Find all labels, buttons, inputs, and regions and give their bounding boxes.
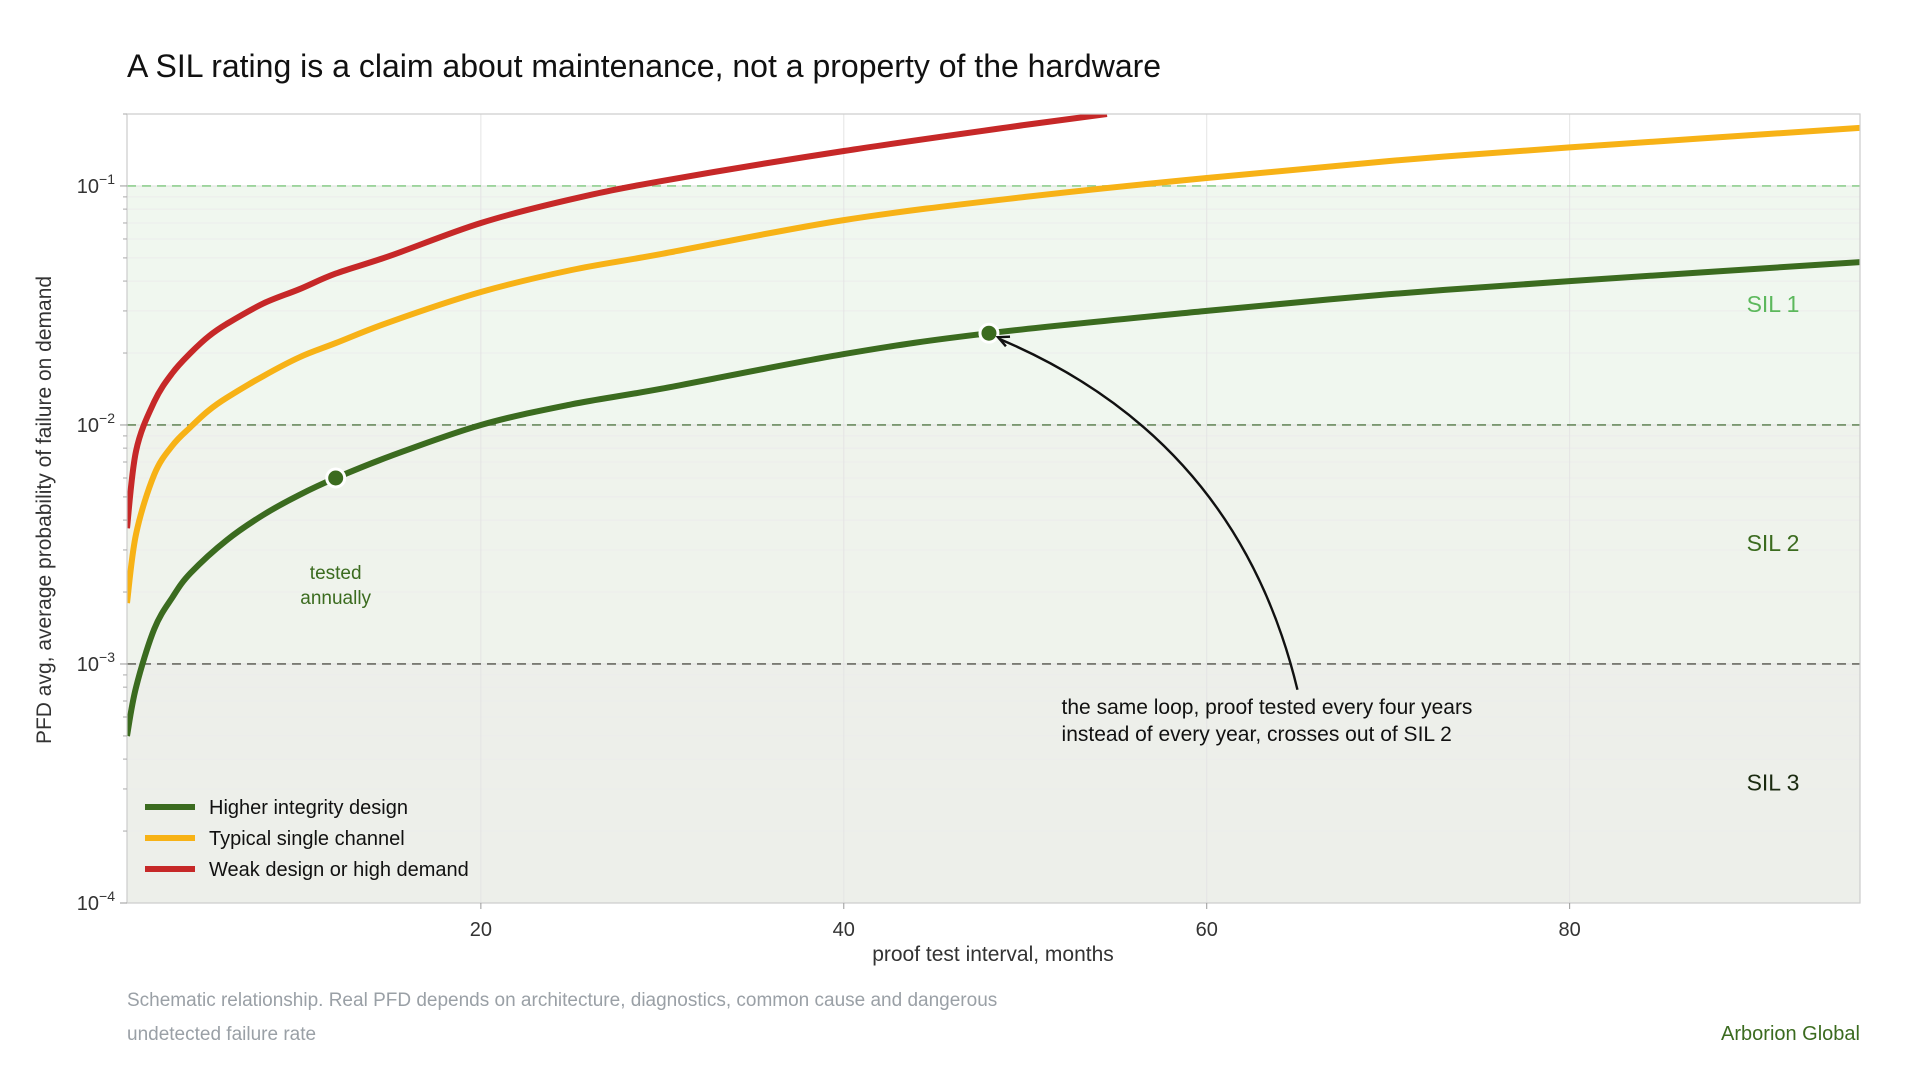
- legend-label: Higher integrity design: [209, 797, 408, 819]
- y-tick-label: 10−4: [77, 888, 115, 915]
- sil-band-3: [127, 663, 1860, 903]
- y-tick-label: 10−1: [77, 171, 115, 198]
- sil-thresholds: SIL 1 SIL 2 SIL 3: [127, 185, 1860, 795]
- series-lines: [127, 114, 1860, 737]
- sil-bands: [127, 185, 1860, 903]
- y-tick-label: 10−2: [77, 410, 115, 437]
- series-line-1: [127, 259, 1860, 737]
- annotation-four-years: instead of every year, crosses out of SI…: [1062, 723, 1452, 746]
- chart-title: A SIL rating is a claim about maintenanc…: [127, 48, 1161, 84]
- annotation-tested-annually: tested: [310, 563, 362, 584]
- sil-band-1: [127, 185, 1860, 425]
- annotation-tested-annually: annually: [300, 588, 371, 609]
- legend-label: Weak design or high demand: [209, 859, 469, 881]
- x-tick-label: 40: [833, 919, 855, 941]
- x-tick-label: 80: [1559, 919, 1581, 941]
- footnote-line-1: Schematic relationship. Real PFD depends…: [127, 990, 997, 1011]
- y-tick-label: 10−3: [77, 649, 115, 676]
- sil-band-label: SIL 2: [1747, 530, 1800, 556]
- plot-frame: [126, 113, 1861, 904]
- data-marker: [978, 322, 1000, 344]
- annotation-four-years: the same loop, proof tested every four y…: [1062, 696, 1473, 719]
- x-tick-label: 60: [1196, 919, 1218, 941]
- legend-label: Typical single channel: [209, 828, 405, 850]
- x-tick-label: 20: [470, 919, 492, 941]
- x-axis-label: proof test interval, months: [872, 943, 1114, 966]
- annotations: tested annually the same loop, proof teste…: [300, 335, 1473, 746]
- y-axis-label: PFD avg, average probability of failure …: [33, 276, 56, 744]
- footnote-line-2: undetected failure rate: [127, 1024, 316, 1045]
- brand-label: Arborion Global: [1721, 1023, 1860, 1045]
- annotation-arrow-head: [995, 335, 1011, 348]
- sil-band-label: SIL 3: [1747, 769, 1800, 795]
- markers: [325, 322, 1000, 489]
- axes: 20 40 60 80 10−1 10−2 10−3 10−4: [77, 113, 1861, 941]
- series-line-3: [127, 114, 1108, 529]
- data-marker: [325, 467, 347, 489]
- series-line-2: [127, 124, 1860, 604]
- annotation-arrow: [999, 338, 1299, 691]
- sil-band-label: SIL 1: [1747, 291, 1800, 317]
- legend: Higher integrity design Typical single ch…: [145, 797, 469, 881]
- grid: [127, 113, 1860, 904]
- sil-band-2: [127, 424, 1860, 664]
